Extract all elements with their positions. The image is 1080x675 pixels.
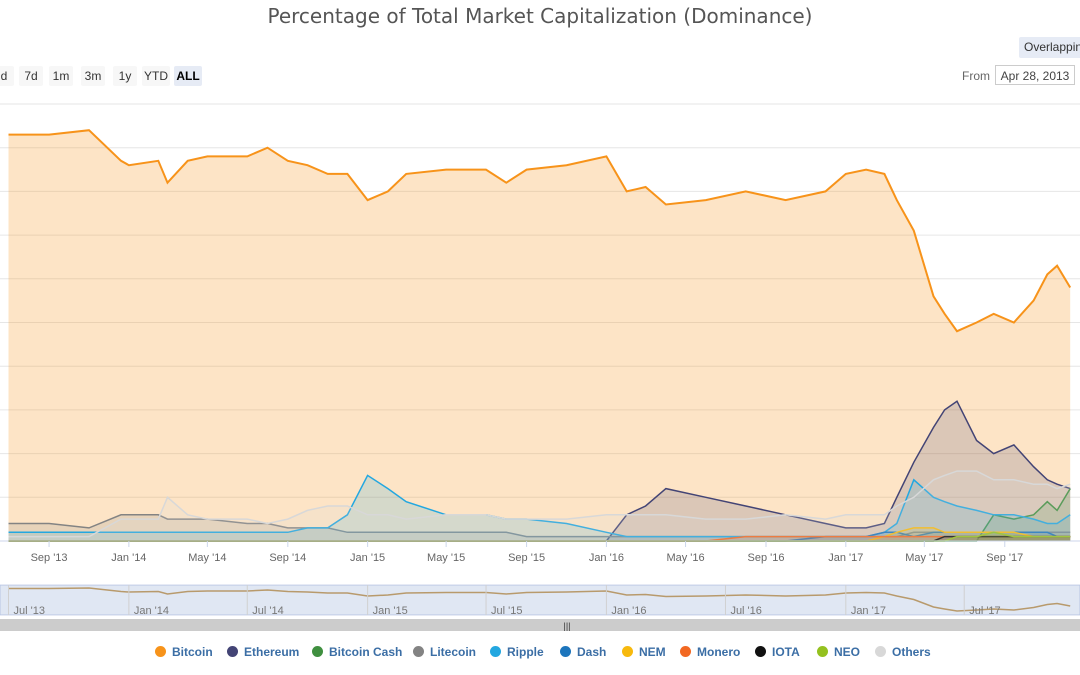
- legend-marker-icon: [413, 646, 424, 657]
- x-tick-label: Jan '17: [828, 552, 863, 564]
- x-tick-label: Jan '15: [350, 552, 385, 564]
- legend-item-litecoin[interactable]: Litecoin: [413, 643, 476, 661]
- legend-label: Bitcoin Cash: [329, 645, 403, 659]
- series-area-ripple: [8, 475, 1071, 541]
- legend-item-neo[interactable]: NEO: [817, 643, 860, 661]
- zoom-button-3m[interactable]: 3m: [81, 66, 105, 86]
- series-line-bitcoin[interactable]: [8, 129, 1072, 333]
- legend-label: NEM: [639, 645, 666, 659]
- navigator-series-line: [8, 587, 1071, 612]
- navigator-selection-mask[interactable]: [0, 585, 1080, 615]
- x-tick-label: May '15: [427, 552, 465, 564]
- legend-item-ripple[interactable]: Ripple: [490, 643, 544, 661]
- x-tick-label: Jan '16: [589, 552, 624, 564]
- navigator-tick-label: Jul '17: [969, 605, 1000, 617]
- navigator-tick-label: Jan '14: [134, 605, 169, 617]
- legend-marker-icon: [490, 646, 501, 657]
- series-line-others[interactable]: [8, 470, 1071, 538]
- series-area-nem: [8, 527, 1071, 541]
- legend-marker-icon: [875, 646, 886, 657]
- legend-label: IOTA: [772, 645, 800, 659]
- navigator-tick-label: Jan '16: [611, 605, 646, 617]
- legend-marker-icon: [817, 646, 828, 657]
- legend-item-others[interactable]: Others: [875, 643, 931, 661]
- navigator-tick-label: Jan '15: [373, 605, 408, 617]
- zoom-button-ytd[interactable]: YTD: [142, 66, 170, 86]
- legend-item-iota[interactable]: IOTA: [755, 643, 800, 661]
- scrollbar-grip-icon[interactable]: |||: [563, 621, 570, 631]
- series-area-bitcoin: [8, 130, 1071, 541]
- series-line-ripple[interactable]: [8, 474, 1071, 538]
- legend-label: Others: [892, 645, 931, 659]
- legend-label: NEO: [834, 645, 861, 659]
- legend-item-bitcoin[interactable]: Bitcoin: [155, 643, 213, 661]
- series-area-ethereum: [8, 401, 1071, 541]
- navigator-tick-label: Jul '16: [730, 605, 761, 617]
- zoom-button-1m[interactable]: 1m: [49, 66, 73, 86]
- legend-label: Dash: [577, 645, 607, 659]
- navigator-tick-label: Jul '13: [14, 605, 45, 617]
- legend-item-dash[interactable]: Dash: [560, 643, 606, 661]
- legend-marker-icon: [755, 646, 766, 657]
- legend-marker-icon: [155, 646, 166, 657]
- legend-item-monero[interactable]: Monero: [680, 643, 740, 661]
- legend-marker-icon: [680, 646, 691, 657]
- x-tick-label: May '17: [905, 552, 943, 564]
- overlapping-toggle-button[interactable]: Overlapping: [1019, 37, 1080, 58]
- legend-label: Ethereum: [244, 645, 300, 659]
- zoom-button-1d[interactable]: d: [0, 66, 14, 86]
- legend-item-bitcoin-cash[interactable]: Bitcoin Cash: [312, 643, 402, 661]
- zoom-button-all[interactable]: ALL: [174, 66, 202, 86]
- legend-item-nem[interactable]: NEM: [622, 643, 666, 661]
- range-from-input[interactable]: Apr 28, 2013: [995, 65, 1075, 85]
- legend-label: Ripple: [507, 645, 544, 659]
- x-tick-label: May '14: [188, 552, 226, 564]
- zoom-button-1y[interactable]: 1y: [113, 66, 137, 86]
- range-from-label: From: [962, 69, 990, 83]
- x-tick-label: May '16: [666, 552, 704, 564]
- chart-legend: Bitcoin Ethereum Bitcoin Cash Litecoin Rippl…: [0, 643, 1080, 661]
- x-axis: Sep '13 Jan '14 May '14 Sep '14 Jan '15 May '…: [0, 540, 1080, 564]
- legend-marker-icon: [312, 646, 323, 657]
- legend-label: Monero: [697, 645, 741, 659]
- navigator[interactable]: Jul '13 Jan '14 Jul '14 Jan '15 Jul '15 Jan '…: [0, 584, 1080, 631]
- chart-title: Percentage of Total Market Capitalizatio…: [267, 4, 813, 28]
- series-area-others: [8, 471, 1071, 541]
- navigator-tick-label: Jul '15: [491, 605, 522, 617]
- navigator-tick-label: Jan '17: [851, 605, 886, 617]
- series-area-neo: [8, 532, 1071, 541]
- navigator-tick-label: Jul '14: [252, 605, 283, 617]
- navigator-scrollbar-thumb[interactable]: [0, 619, 1080, 631]
- legend-marker-icon: [560, 646, 571, 657]
- x-tick-label: Jan '14: [111, 552, 146, 564]
- chart-svg: Sep '13 Jan '14 May '14 Sep '14 Jan '15 May '…: [0, 103, 1080, 631]
- x-tick-label: Sep '14: [269, 552, 306, 564]
- legend-label: Bitcoin: [172, 645, 213, 659]
- series-area-litecoin: [8, 514, 1071, 541]
- x-tick-label: Sep '15: [508, 552, 545, 564]
- legend-label: Litecoin: [430, 645, 477, 659]
- x-tick-label: Sep '17: [986, 552, 1023, 564]
- series-areas: [8, 129, 1072, 542]
- x-tick-label: Sep '16: [748, 552, 785, 564]
- series-area-monero: [8, 536, 1071, 541]
- navigator-background: [0, 584, 1080, 616]
- zoom-button-7d[interactable]: 7d: [19, 66, 43, 86]
- legend-marker-icon: [227, 646, 238, 657]
- legend-marker-icon: [622, 646, 633, 657]
- x-tick-label: Sep '13: [31, 552, 68, 564]
- legend-item-ethereum[interactable]: Ethereum: [227, 643, 299, 661]
